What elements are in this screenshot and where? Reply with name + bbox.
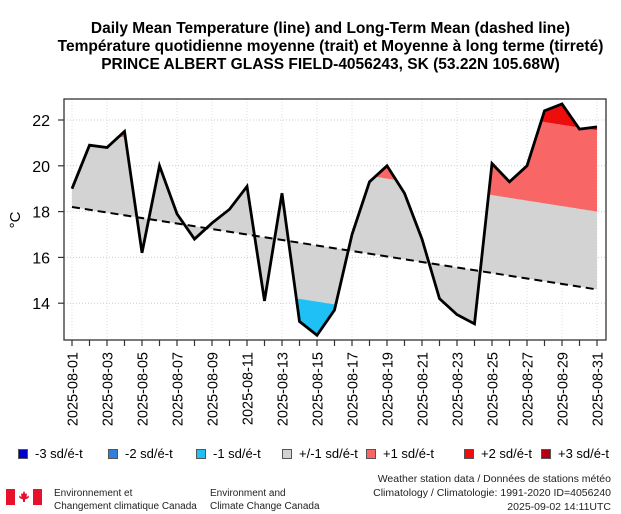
legend-label: +1 sd/é-t: [383, 446, 434, 461]
legend-item: -2 sd/é-t: [108, 446, 173, 461]
legend-label: -3 sd/é-t: [35, 446, 83, 461]
legend-item: -3 sd/é-t: [18, 446, 83, 461]
legend-item: +/-1 sd/é-t: [282, 446, 358, 461]
legend-item: +1 sd/é-t: [366, 446, 434, 461]
org-en-line2: Climate Change Canada: [210, 500, 320, 513]
source-info: Weather station data / Données de statio…: [373, 472, 611, 514]
legend-swatch: [541, 449, 551, 459]
org-en-line1: Environment and: [210, 487, 320, 500]
legend-item: +3 sd/é-t: [541, 446, 609, 461]
legend-swatch: [282, 449, 292, 459]
x-tick-label: 2025-08-03: [101, 352, 117, 426]
legend-label: -2 sd/é-t: [125, 446, 173, 461]
x-tick-label: 2025-08-05: [136, 352, 152, 426]
source-line1: Weather station data / Données de statio…: [373, 472, 611, 486]
legend-label: +/-1 sd/é-t: [299, 446, 358, 461]
eccc-fr: Environnement et Changement climatique C…: [54, 487, 197, 513]
fill-normal-above: [481, 195, 597, 290]
y-tick-label: 14: [32, 296, 50, 313]
legend: -3 sd/é-t -2 sd/é-t -1 sd/é-t +/-1 sd/é-t +1…: [0, 446, 621, 466]
x-tick-label: 2025-08-23: [451, 352, 467, 426]
y-axis: 14 16 18 20 22: [32, 113, 64, 313]
legend-swatch: [366, 449, 376, 459]
x-tick-label: 2025-08-31: [591, 352, 607, 426]
legend-swatch: [18, 449, 28, 459]
y-tick-label: 22: [32, 113, 50, 130]
legend-label: +3 sd/é-t: [558, 446, 609, 461]
canada-flag-icon: [6, 489, 42, 505]
x-tick-label: 2025-08-01: [66, 352, 82, 426]
x-tick-label: 2025-08-09: [206, 352, 222, 426]
y-tick-label: 20: [32, 159, 50, 176]
x-tick-label: 2025-08-21: [416, 352, 432, 426]
x-tick-label: 2025-08-13: [276, 352, 292, 426]
x-tick-label: 2025-08-07: [171, 352, 187, 426]
x-tick-label: 2025-08-11: [241, 352, 257, 425]
legend-swatch: [196, 449, 206, 459]
legend-label: -1 sd/é-t: [213, 446, 261, 461]
legend-item: -1 sd/é-t: [196, 446, 261, 461]
x-tick-label: 2025-08-15: [311, 352, 327, 426]
y-axis-label: °C: [7, 211, 24, 228]
org-fr-line1: Environnement et: [54, 487, 197, 500]
x-tick-label: 2025-08-25: [486, 352, 502, 426]
x-tick-label: 2025-08-29: [556, 352, 572, 426]
x-tick-label: 2025-08-27: [521, 352, 537, 426]
source-line2: Climatology / Climatologie: 1991-2020 ID…: [373, 486, 611, 500]
y-tick-label: 16: [32, 250, 50, 267]
eccc-en: Environment and Climate Change Canada: [210, 487, 320, 513]
fill-normal-above: [349, 177, 430, 263]
y-tick-label: 18: [32, 205, 50, 222]
legend-label: +2 sd/é-t: [481, 446, 532, 461]
x-axis: 2025-08-01 2025-08-03 2025-08-05 2025-08-07…: [66, 340, 607, 426]
legend-item: +2 sd/é-t: [464, 446, 532, 461]
org-fr-line2: Changement climatique Canada: [54, 500, 197, 513]
legend-swatch: [108, 449, 118, 459]
legend-swatch: [464, 449, 474, 459]
x-tick-label: 2025-08-17: [346, 352, 362, 426]
x-tick-label: 2025-08-19: [381, 352, 397, 426]
